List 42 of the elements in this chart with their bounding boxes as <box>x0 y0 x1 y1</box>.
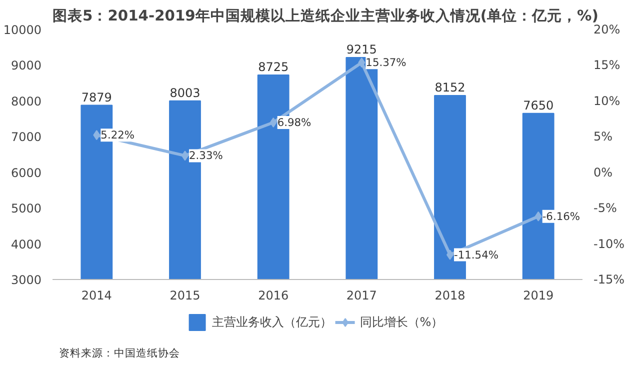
data-label: 7650 <box>523 98 554 112</box>
y-tick-label: 3000 <box>10 273 42 287</box>
y2-tick-label: 20% <box>594 22 620 36</box>
data-label: 9215 <box>346 42 377 57</box>
y2-tick-label: 0% <box>594 165 613 180</box>
y-tick-label: 7000 <box>10 130 42 144</box>
y2-tick-label: 15% <box>594 58 620 72</box>
point <box>534 211 542 222</box>
data-label: -11.54% <box>454 248 498 262</box>
point <box>270 118 277 128</box>
y2-tick-label: -15% <box>594 272 625 286</box>
y-tick-label: 9000 <box>10 58 42 73</box>
data-label: 8152 <box>434 80 466 94</box>
point <box>358 58 366 68</box>
y-tick-label: 4000 <box>10 237 42 252</box>
y-tick-label: 6000 <box>10 166 42 180</box>
data-label: 8003 <box>170 86 200 100</box>
data-label: 7879 <box>81 90 112 104</box>
x-tick-label: 2016 <box>258 288 289 302</box>
legend-label: 同比增长（%） <box>360 314 444 330</box>
y2-tick-label: -10% <box>594 236 625 251</box>
data-label: 2.33% <box>189 149 223 162</box>
y2-tick-label: 10% <box>594 94 620 108</box>
x-tick-label: 2018 <box>434 288 466 302</box>
data-label: -6.16% <box>542 210 580 223</box>
data-label: 5.22% <box>100 128 135 142</box>
data-label: 6.98% <box>277 116 312 129</box>
y-tick-label: 10000 <box>3 23 42 37</box>
x-tick-label: 2015 <box>170 288 200 302</box>
point <box>93 130 100 140</box>
y-tick-label: 5000 <box>10 202 42 216</box>
legend-label: 主营业务收入（亿元） <box>212 314 332 330</box>
chart-title: 图表5：2014-2019年中国规模以上造纸企业主营业务收入情况(单位：亿元，%) <box>52 6 598 24</box>
data-label: 15.37% <box>366 56 406 70</box>
y2-tick-label: -5% <box>594 201 617 216</box>
text: 资料来源：中国造纸协会 <box>58 346 180 360</box>
y2-tick-label: 5% <box>594 130 613 144</box>
x-tick-label: 2014 <box>81 288 112 302</box>
x-tick-label: 2019 <box>523 288 554 302</box>
y-tick-label: 8000 <box>10 94 42 108</box>
data-label: 8725 <box>258 60 289 74</box>
x-tick-label: 2017 <box>346 288 377 302</box>
